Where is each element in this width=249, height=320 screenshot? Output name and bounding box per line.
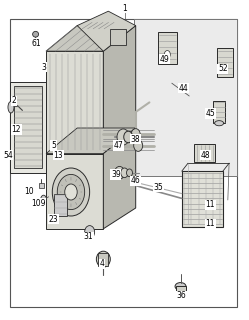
Polygon shape [46,51,103,154]
Bar [176,286,186,299]
Bar [217,48,233,77]
Polygon shape [77,11,136,51]
Ellipse shape [175,283,186,290]
Text: 47: 47 [113,141,123,150]
Polygon shape [134,19,237,176]
Text: 54: 54 [3,151,13,160]
Ellipse shape [164,51,170,58]
Ellipse shape [85,226,95,238]
Text: 39: 39 [111,170,121,179]
Text: 36: 36 [177,292,187,300]
Text: 2: 2 [11,96,16,105]
Polygon shape [46,26,136,51]
Ellipse shape [33,31,39,37]
Ellipse shape [52,168,90,216]
Polygon shape [103,26,136,154]
Ellipse shape [121,168,128,178]
Ellipse shape [65,184,77,200]
Text: 3: 3 [41,63,46,72]
Ellipse shape [117,129,129,145]
Ellipse shape [41,195,47,205]
Text: 46: 46 [131,176,141,185]
Polygon shape [103,128,136,229]
Text: 45: 45 [205,109,215,118]
Bar [54,194,67,216]
Bar [213,101,225,123]
Polygon shape [46,128,136,154]
Ellipse shape [215,121,224,126]
Bar [110,29,126,45]
Bar [182,171,223,227]
Text: 31: 31 [84,232,93,241]
Bar [194,144,215,162]
Text: 4: 4 [100,260,105,268]
Bar [14,86,42,168]
Text: 11: 11 [206,200,215,209]
Polygon shape [32,40,41,44]
Text: 10: 10 [24,188,33,196]
Bar [158,32,177,64]
Text: 1: 1 [122,4,127,12]
Text: 48: 48 [201,151,210,160]
Text: 44: 44 [178,84,188,92]
Bar [10,82,46,173]
Text: 61: 61 [31,39,41,48]
Text: 5: 5 [51,141,56,150]
Ellipse shape [8,101,14,113]
Text: 11: 11 [206,220,215,228]
Text: 12: 12 [11,125,21,134]
Text: 109: 109 [31,199,46,208]
Text: 49: 49 [159,55,169,64]
Bar [98,253,108,266]
Ellipse shape [126,169,132,177]
Ellipse shape [57,174,85,210]
Polygon shape [46,154,103,229]
Ellipse shape [134,140,143,151]
Ellipse shape [96,251,110,267]
Text: 23: 23 [49,215,58,224]
Ellipse shape [131,129,140,140]
Text: 38: 38 [131,135,140,144]
Ellipse shape [124,131,133,143]
Ellipse shape [115,166,124,179]
Text: 52: 52 [218,64,228,73]
Text: 35: 35 [153,183,163,192]
Text: 13: 13 [54,151,63,160]
Polygon shape [39,183,44,188]
